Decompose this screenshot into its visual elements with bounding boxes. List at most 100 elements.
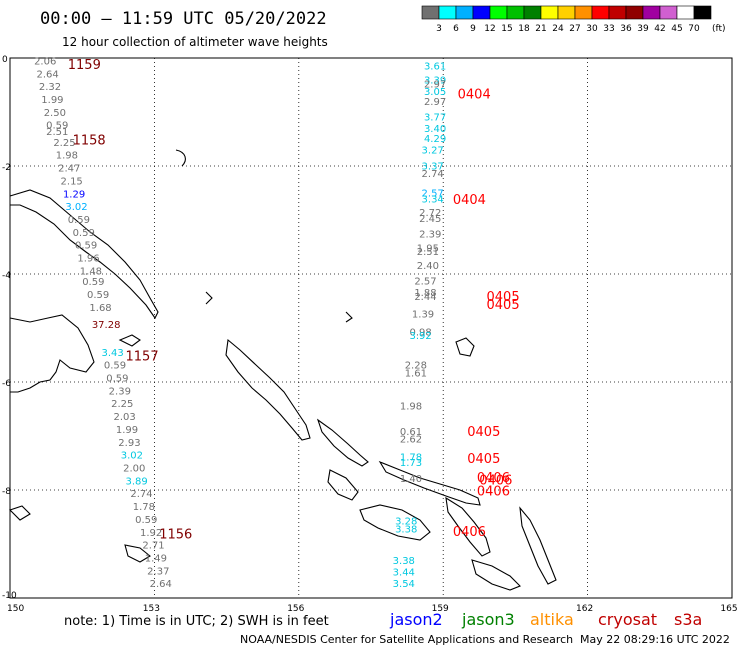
footer-timestamp: May 22 08:29:16 UTC 2022 (580, 633, 730, 646)
swh-value-label: 0.61 (400, 427, 422, 438)
swh-value-label: 1.61 (405, 368, 427, 379)
swh-value-label: 2.06 (34, 56, 56, 67)
scale-tick-label: 33 (603, 24, 614, 34)
swh-value-label: 3.02 (65, 202, 87, 213)
y-tick-label: -10 (2, 591, 17, 601)
track-time-label: 0406 (479, 474, 512, 489)
bougainville-coast (225, 338, 311, 441)
chart-subtitle: 12 hour collection of altimeter wave hei… (62, 35, 328, 49)
swh-value-label: 2.00 (123, 464, 145, 475)
swh-value-label: 3.38 (395, 525, 417, 536)
x-axis-ticks: 150 153 156 159 162 165 (7, 604, 738, 614)
swh-value-label: 0.59 (104, 361, 126, 372)
swh-value-label: 3.43 (101, 348, 123, 359)
scale-swatch (557, 5, 576, 20)
scale-swatch (438, 5, 457, 20)
swh-value-label: 1.98 (400, 401, 422, 412)
color-scale-legend: 3 6 9 12 15 18 21 24 27 30 33 36 39 42 45 70 (421, 5, 712, 34)
swh-value-label: 3.38 (393, 556, 415, 567)
track-time-label: 1157 (126, 349, 159, 364)
swh-value-label: 2.32 (39, 82, 61, 93)
scale-tick-label: 12 (484, 24, 495, 34)
track-time-label: 1156 (159, 528, 192, 543)
swh-value-label: 1.92 (140, 528, 162, 539)
small-island-6 (124, 544, 151, 563)
swh-value-label: 3.61 (424, 62, 446, 73)
swh-value-label: 0.59 (75, 241, 97, 252)
y-tick-label: -6 (2, 379, 11, 389)
swh-value-label: 1.29 (63, 189, 85, 200)
y-tick-label: -8 (2, 487, 11, 497)
track-time-label: 0406 (453, 525, 486, 540)
swh-value-label: 3.92 (410, 331, 432, 342)
track-time-label: 0405 (487, 298, 520, 313)
scale-swatch (421, 5, 440, 20)
swh-observations: 2.062.642.321.992.500.592.512.251.982.47… (34, 56, 446, 590)
swh-value-label: 3.89 (126, 476, 148, 487)
track-time-label: 1158 (73, 133, 106, 148)
swh-value-label: 2.03 (113, 412, 135, 423)
swh-value-label: 3.34 (422, 195, 444, 206)
scale-tick-label: 9 (470, 24, 476, 34)
swh-value-label: 3.54 (393, 579, 415, 590)
malaita-coast (445, 496, 491, 557)
track-time-label: 0404 (453, 193, 486, 208)
x-tick-label: 162 (576, 604, 593, 614)
grid-lines (10, 58, 732, 598)
x-tick-label: 165 (720, 604, 737, 614)
satellite-legend-cryosat: cryosat (598, 610, 657, 629)
y-tick-label: 0 (2, 55, 8, 65)
santa-isabel-coast (378, 460, 481, 506)
swh-value-label: 0.59 (87, 290, 109, 301)
scale-tick-label: 15 (501, 24, 512, 34)
swh-value-label: 2.97 (424, 97, 446, 108)
scale-tick-label: 70 (688, 24, 700, 34)
swh-value-label: 2.44 (414, 292, 436, 303)
swh-value-label: 2.45 (419, 214, 441, 225)
scale-swatch (693, 5, 712, 20)
swh-value-label: 2.71 (142, 541, 164, 552)
swh-value-label: 4.29 (424, 134, 446, 145)
small-island-5 (8, 505, 31, 521)
swh-value-label: 2.93 (118, 438, 140, 449)
scale-unit-label: (ft) (712, 24, 726, 34)
swh-value-label: 1.39 (412, 310, 434, 321)
swh-value-label: 1.98 (56, 151, 78, 162)
swh-value-label: 1.73 (400, 458, 422, 469)
swh-value-label: 1.95 (417, 243, 439, 254)
scale-tick-label: 3 (436, 24, 442, 34)
small-island-4 (519, 506, 557, 585)
swh-value-label: 2.64 (36, 69, 58, 80)
coastline-map (8, 149, 557, 591)
scale-tick-label: 39 (637, 24, 649, 34)
track-time-label: 0405 (467, 452, 500, 467)
scale-swatch (455, 5, 474, 20)
swh-value-label: 3.44 (393, 567, 415, 578)
chart-title: 00:00 – 11:59 UTC 05/20/2022 (40, 9, 327, 29)
x-tick-label: 153 (143, 604, 160, 614)
satellite-legend: jason2 jason3 altika cryosat s3a (389, 610, 702, 629)
track-time-labels: 1159115811571156040404040405040504050405… (68, 58, 520, 543)
scale-swatch (489, 5, 508, 20)
footer-note: note: 1) Time is in UTC; 2) SWH is in fe… (64, 614, 329, 629)
x-tick-label: 159 (432, 604, 449, 614)
swh-value-label: 1.48 (80, 266, 102, 277)
satellite-legend-altika: altika (530, 610, 574, 629)
x-tick-label: 156 (287, 604, 304, 614)
swh-value-label: 0.59 (68, 215, 90, 226)
swh-value-label: 3.02 (121, 451, 143, 462)
swh-value-label: 2.57 (422, 189, 444, 200)
track-time-label: 0405 (467, 425, 500, 440)
swh-value-label: 2.62 (400, 435, 422, 446)
y-axis-ticks: 0 -2 -4 -6 -8 -10 (2, 55, 17, 601)
swh-value-label: 3.77 (424, 112, 446, 123)
scale-swatch (676, 5, 695, 20)
scale-tick-label: 18 (518, 24, 530, 34)
swh-value-label: 1.78 (133, 502, 155, 513)
swh-value-label: 2.39 (109, 386, 131, 397)
scale-tick-label: 30 (586, 24, 598, 34)
scale-swatch (540, 5, 559, 20)
scale-swatch (472, 5, 491, 20)
x-tick-label: 150 (7, 604, 24, 614)
